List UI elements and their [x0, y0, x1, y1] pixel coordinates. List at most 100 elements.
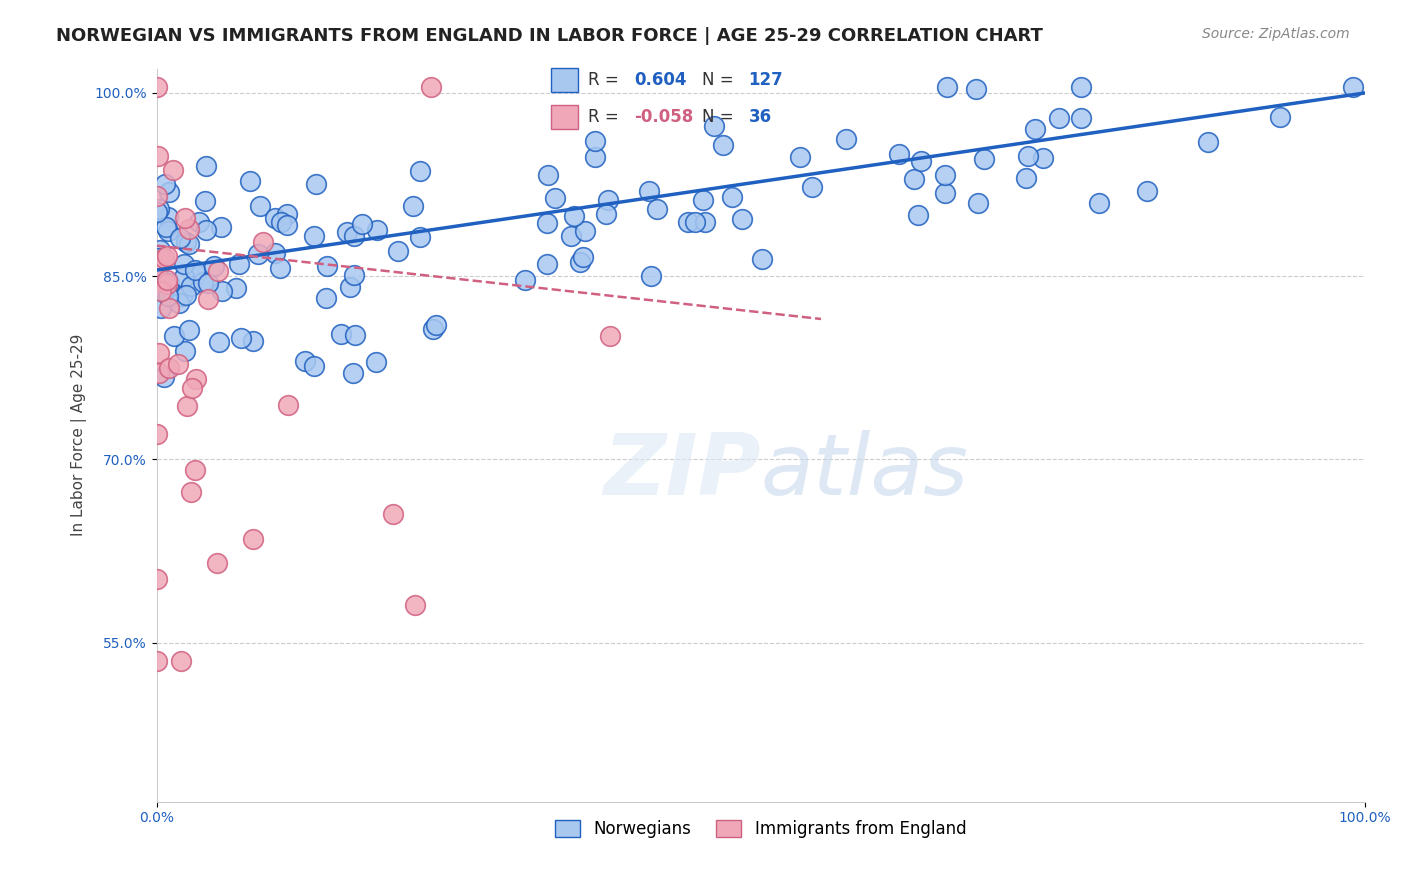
Point [157, 185, 180, 199]
Legend: Norwegians, Immigrants from England: Norwegians, Immigrants from England [548, 813, 973, 845]
Point [637, 185, 659, 199]
Point [225, 280, 247, 294]
Point [173, 257, 195, 271]
Text: N =: N = [702, 70, 740, 88]
Point [149, 275, 172, 289]
Text: Source: ZipAtlas.com: Source: ZipAtlas.com [1202, 27, 1350, 41]
FancyBboxPatch shape [551, 104, 578, 128]
Point [640, 269, 662, 284]
Point [209, 220, 232, 235]
Point [184, 263, 207, 277]
Point [242, 532, 264, 546]
Point [197, 277, 219, 291]
Point [1017, 148, 1039, 162]
Text: 0.604: 0.604 [634, 70, 686, 88]
Point [148, 202, 170, 217]
FancyBboxPatch shape [551, 68, 578, 92]
Point [1136, 184, 1159, 198]
Point [569, 254, 592, 268]
Point [152, 370, 174, 384]
Point [194, 159, 217, 173]
Point [935, 79, 957, 94]
Point [305, 177, 328, 191]
Point [149, 243, 172, 257]
Point [596, 193, 619, 207]
Point [242, 334, 264, 348]
Point [404, 598, 426, 612]
Text: N =: N = [702, 108, 740, 126]
Point [170, 289, 193, 303]
Point [536, 257, 558, 271]
Point [145, 654, 167, 668]
Point [1197, 135, 1219, 149]
Point [150, 301, 173, 315]
Point [800, 179, 823, 194]
Point [191, 275, 214, 289]
Point [342, 367, 364, 381]
Point [173, 270, 195, 285]
Point [276, 219, 298, 233]
Point [173, 211, 195, 225]
Point [336, 225, 359, 239]
Point [208, 334, 231, 349]
Point [186, 372, 208, 386]
Y-axis label: In Labor Force | Age 25-29: In Labor Force | Age 25-29 [72, 334, 87, 536]
Point [197, 292, 219, 306]
Point [145, 189, 167, 203]
Point [205, 557, 228, 571]
Point [239, 174, 262, 188]
Point [302, 359, 325, 373]
Point [343, 327, 366, 342]
Point [835, 131, 858, 145]
Point [409, 164, 432, 178]
Point [167, 357, 190, 371]
Point [277, 398, 299, 412]
Point [751, 252, 773, 266]
Point [146, 149, 169, 163]
Point [583, 134, 606, 148]
Point [145, 260, 167, 274]
Point [156, 277, 179, 291]
Point [176, 400, 198, 414]
Point [187, 215, 209, 229]
Point [350, 218, 373, 232]
Point [180, 485, 202, 500]
Point [153, 177, 176, 191]
Point [247, 247, 270, 261]
Point [562, 209, 585, 223]
Point [229, 331, 252, 345]
Point [595, 207, 617, 221]
Point [330, 326, 353, 341]
Point [1032, 151, 1054, 165]
Text: ZIP: ZIP [603, 430, 761, 513]
Point [148, 345, 170, 359]
Text: R =: R = [588, 108, 624, 126]
Point [409, 230, 432, 244]
Point [692, 194, 714, 208]
Point [145, 79, 167, 94]
Point [1341, 79, 1364, 94]
Point [967, 195, 990, 210]
Point [148, 263, 170, 277]
Point [544, 191, 567, 205]
Point [574, 223, 596, 237]
Point [276, 207, 298, 221]
Point [645, 202, 668, 216]
Point [907, 208, 929, 222]
Point [1024, 122, 1046, 136]
Point [157, 289, 180, 303]
Point [536, 216, 558, 230]
Point [202, 259, 225, 273]
Point [148, 252, 170, 266]
Point [381, 507, 404, 521]
Point [537, 168, 560, 182]
Point [148, 367, 170, 381]
Point [145, 284, 167, 298]
Point [343, 228, 366, 243]
Point [973, 152, 995, 166]
Point [252, 235, 274, 250]
Point [887, 147, 910, 161]
Point [263, 245, 285, 260]
Point [422, 322, 444, 336]
Point [676, 214, 699, 228]
